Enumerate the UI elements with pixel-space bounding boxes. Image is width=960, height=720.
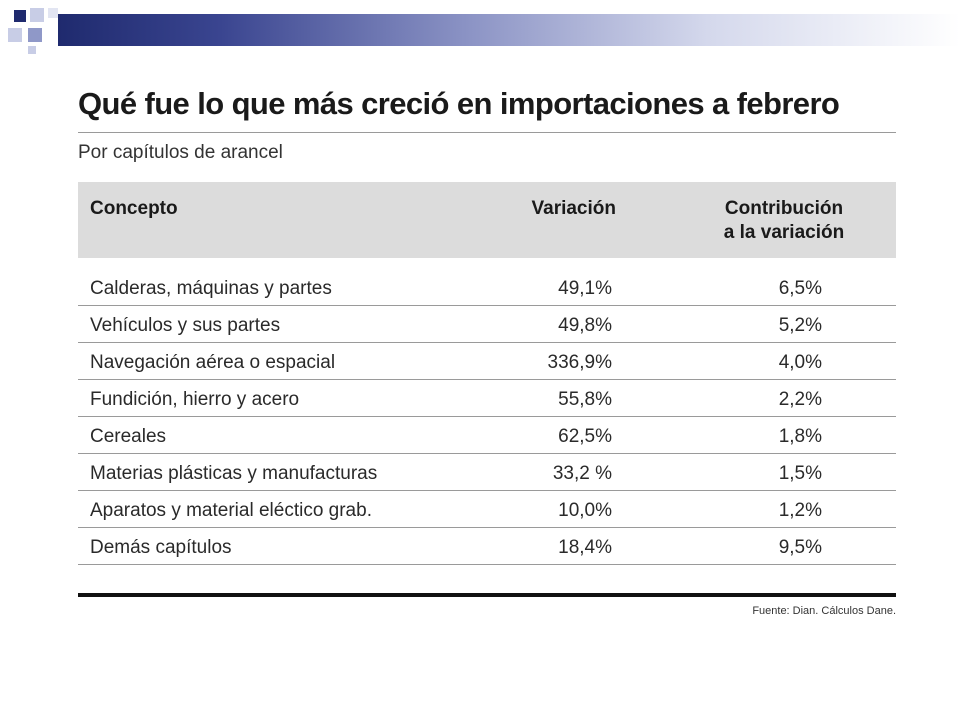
table-row: Navegación aérea o espacial 336,9% 4,0% (78, 343, 896, 380)
gradient-header-bar (58, 14, 960, 46)
title-divider (78, 132, 896, 133)
header-variation: Variación (531, 198, 617, 219)
cell-variation: 62,5% (558, 426, 612, 447)
cell-variation: 49,8% (558, 315, 612, 336)
table-row: Vehículos y sus partes 49,8% 5,2% (78, 306, 896, 343)
cell-contribution: 1,8% (778, 426, 822, 447)
imports-table: Concepto Variación Contribución a la var… (78, 182, 896, 565)
cell-contribution: 9,5% (778, 537, 822, 558)
header-contribution-line2: a la variación (723, 222, 845, 243)
table-body: Calderas, máquinas y partes 49,1% 6,5% V… (78, 269, 896, 565)
decor-square (30, 8, 44, 22)
cell-concept: Calderas, máquinas y partes (90, 278, 332, 299)
decor-square (28, 28, 42, 42)
source-note: Fuente: Dian. Cálculos Dane. (752, 605, 896, 617)
table-row: Fundición, hierro y acero 55,8% 2,2% (78, 380, 896, 417)
decor-square (28, 46, 36, 54)
table-header: Concepto Variación Contribución a la var… (78, 182, 896, 258)
cell-contribution: 2,2% (778, 389, 822, 410)
cell-variation: 33,2 % (552, 463, 612, 484)
cell-variation: 336,9% (547, 352, 612, 373)
cell-contribution: 1,5% (778, 463, 822, 484)
cell-contribution: 1,2% (778, 500, 822, 521)
cell-concept: Demás capítulos (90, 537, 232, 558)
decor-square (14, 10, 26, 22)
cell-variation: 55,8% (558, 389, 612, 410)
cell-concept: Vehículos y sus partes (90, 315, 281, 336)
table-row: Calderas, máquinas y partes 49,1% 6,5% (78, 269, 896, 306)
slide-header-decoration (0, 0, 960, 60)
cell-variation: 49,1% (558, 278, 612, 299)
decor-square (48, 8, 58, 18)
table-row: Demás capítulos 18,4% 9,5% (78, 528, 896, 565)
cell-concept: Aparatos y material eléctico grab. (90, 500, 372, 521)
figure-title: Qué fue lo que más creció en importacion… (78, 86, 840, 121)
cell-concept: Materias plásticas y manufacturas (90, 463, 378, 484)
cell-contribution: 5,2% (778, 315, 822, 336)
table-row: Aparatos y material eléctico grab. 10,0%… (78, 491, 896, 528)
decor-square (8, 28, 22, 42)
cell-contribution: 4,0% (778, 352, 822, 373)
cell-concept: Navegación aérea o espacial (90, 352, 336, 373)
cell-variation: 18,4% (558, 537, 612, 558)
cell-variation: 10,0% (558, 500, 612, 521)
table-row: Materias plásticas y manufacturas 33,2 %… (78, 454, 896, 491)
table-row: Cereales 62,5% 1,8% (78, 417, 896, 454)
cell-concept: Cereales (90, 426, 167, 447)
header-contribution-line1: Contribución (724, 198, 844, 219)
cell-concept: Fundición, hierro y acero (90, 389, 300, 410)
bottom-rule (78, 593, 896, 597)
cell-contribution: 6,5% (778, 278, 822, 299)
table-figure: Qué fue lo que más creció en importacion… (78, 84, 896, 617)
header-concept: Concepto (90, 198, 178, 219)
header-contribution: Contribución a la variación (714, 197, 854, 245)
figure-subtitle: Por capítulos de arancel (78, 142, 283, 163)
